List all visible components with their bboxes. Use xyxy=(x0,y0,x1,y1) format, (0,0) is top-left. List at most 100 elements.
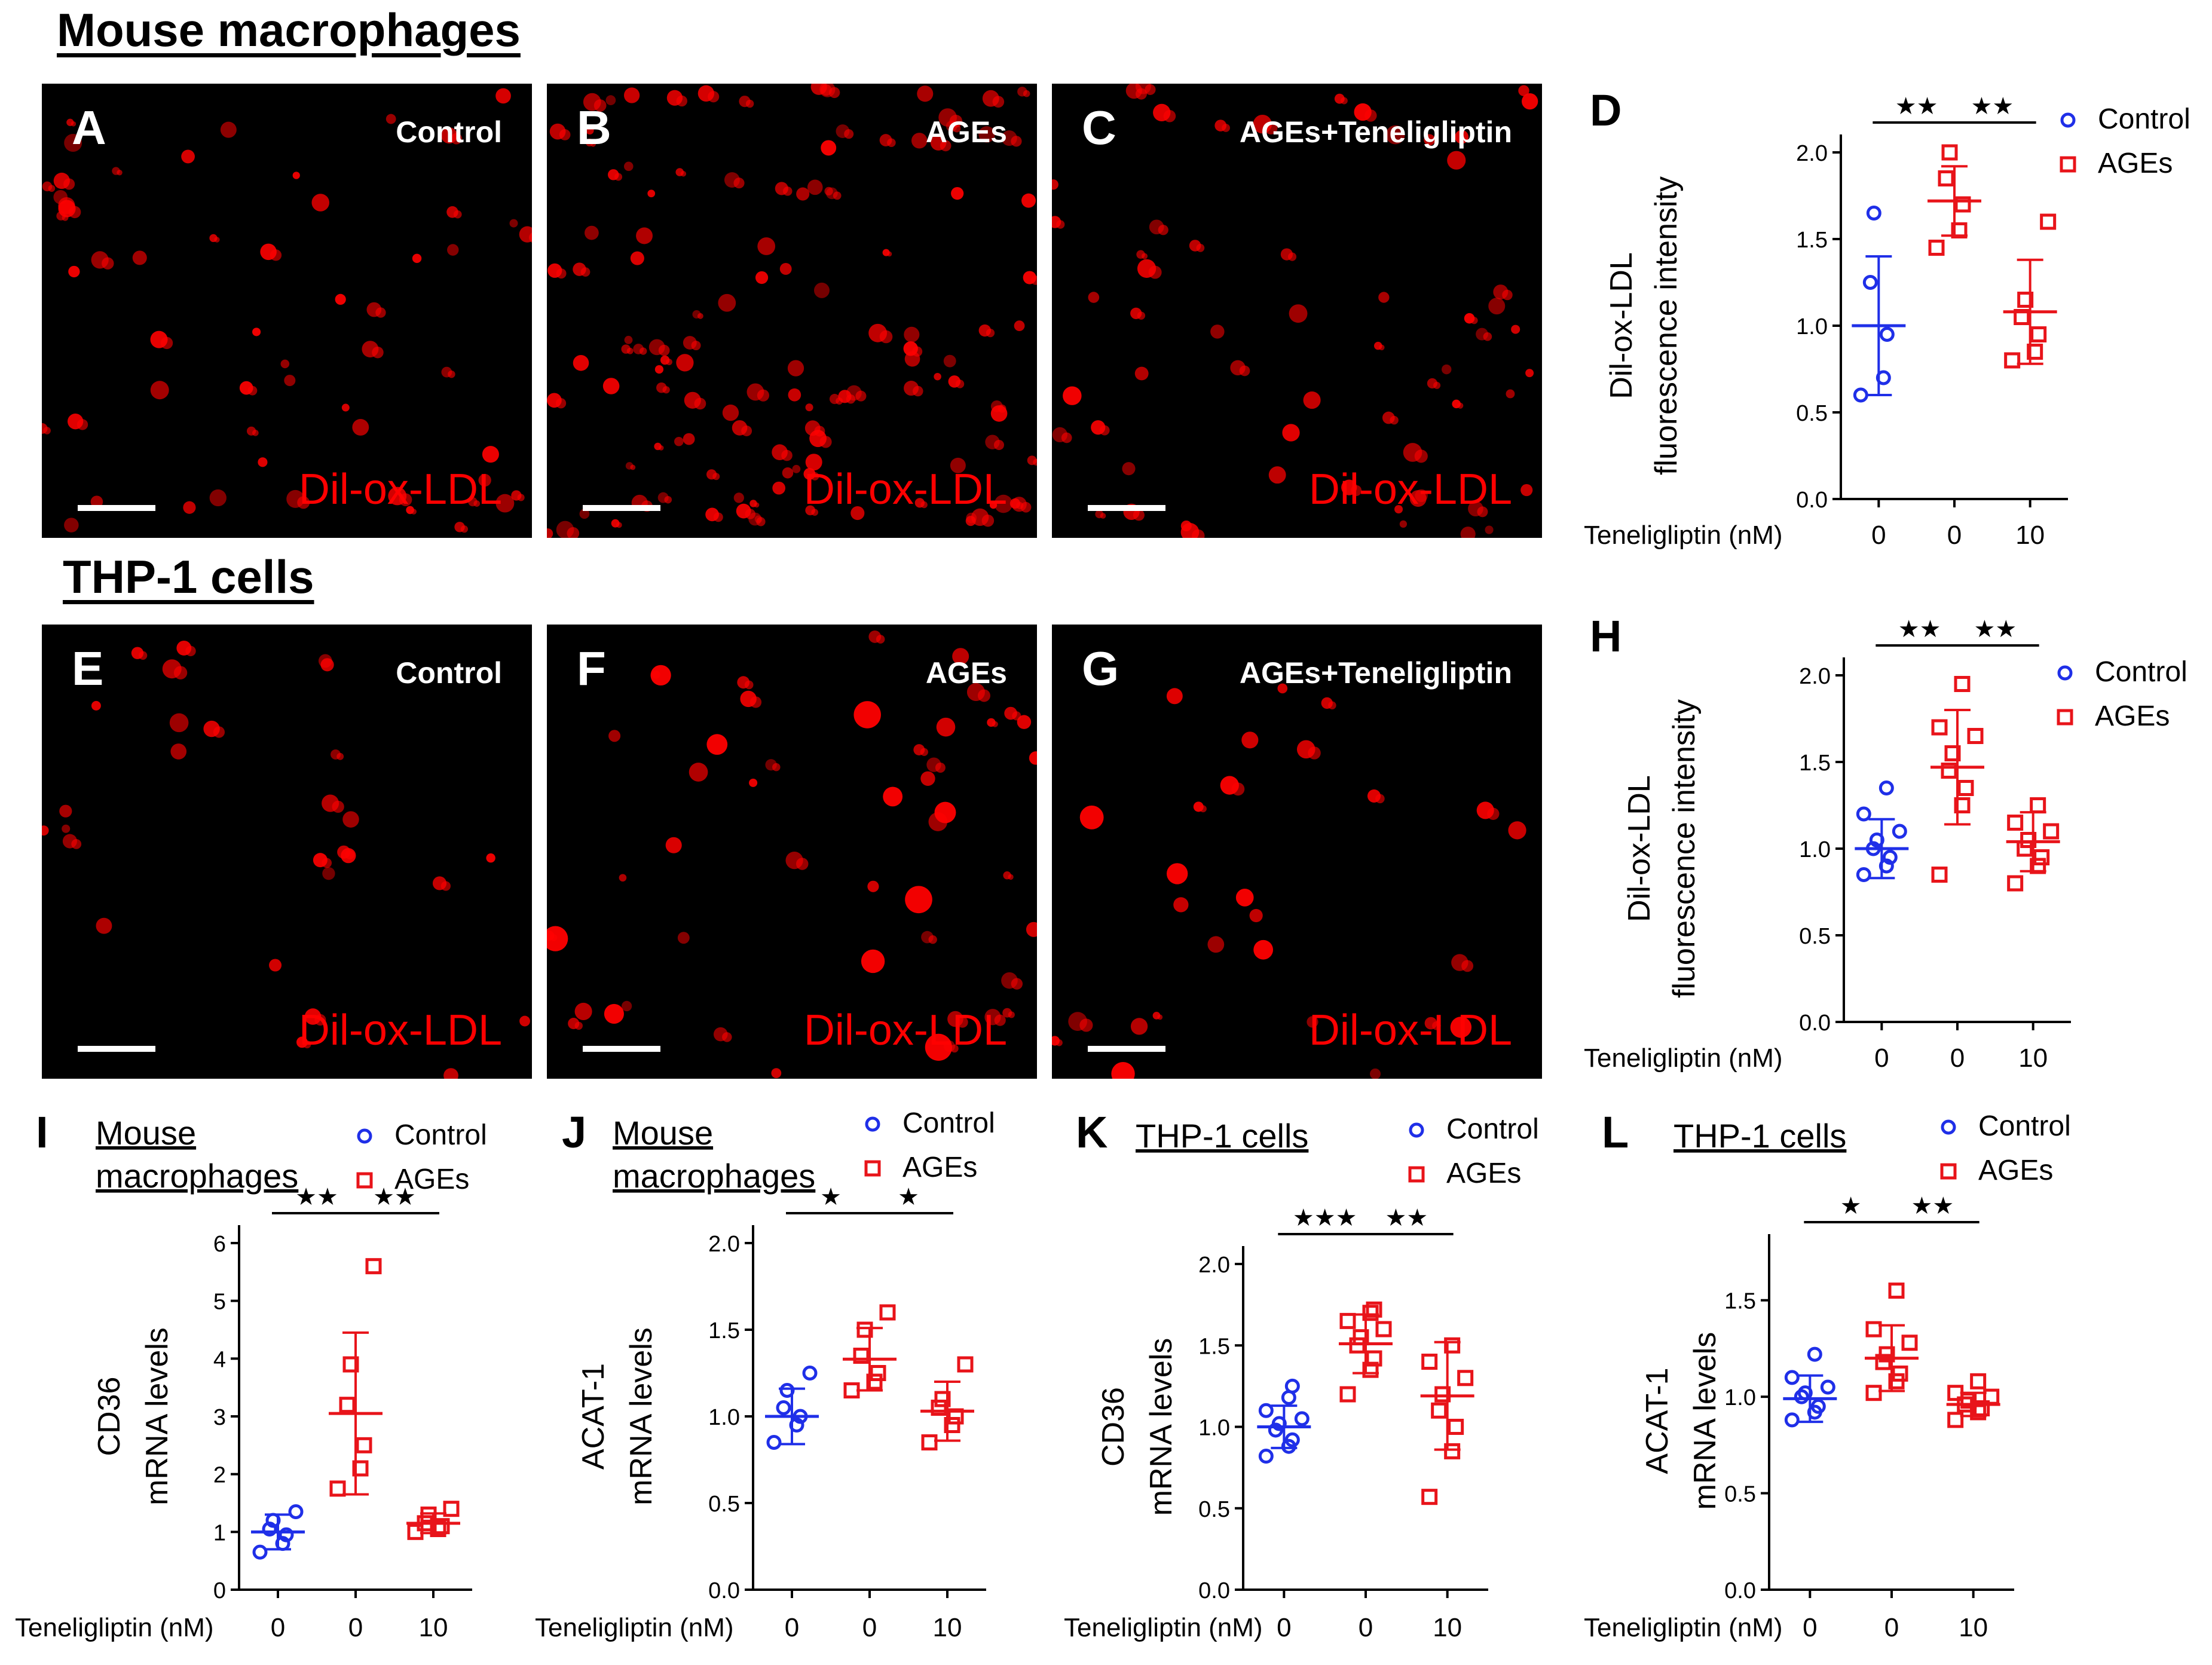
fluorescent-cell xyxy=(341,848,356,864)
significance-stars: ★★ xyxy=(1385,1205,1428,1231)
y-tick-label: 5 xyxy=(213,1290,226,1315)
fluorescent-cell xyxy=(62,214,69,221)
fluorescent-cell xyxy=(509,219,518,228)
fluorescent-cell xyxy=(886,251,892,257)
data-point-control xyxy=(1892,824,1907,839)
data-point-control xyxy=(252,1544,268,1560)
y-tick-label: 1.5 xyxy=(708,1318,740,1343)
significance-stars: ★★ xyxy=(373,1184,416,1210)
y-axis-label: ACAT-1 xyxy=(1640,1367,1675,1474)
fluorescent-cell xyxy=(853,701,881,729)
fluorescent-cell xyxy=(117,170,123,176)
fluorescent-cell xyxy=(665,837,682,853)
fluorescent-cell xyxy=(887,138,896,148)
legend-marker-ages xyxy=(1408,1166,1425,1183)
fluorescent-cell xyxy=(292,172,300,179)
data-point-ages xyxy=(1944,745,1961,761)
fluorescent-cell xyxy=(169,713,189,733)
chart-svg: I Mouse macrophages Control AGEs 0 1 2 3 4 5 6 CD36 m… xyxy=(15,1107,487,1642)
data-point-ages xyxy=(2030,326,2047,342)
fluorescent-cell xyxy=(342,811,359,828)
fluorescent-cell xyxy=(1525,369,1534,378)
chart-panel-h: H Control AGEs 0.0 0.5 1.0 1.5 2.0 Dil-ox-LDL flu… xyxy=(1566,598,2211,1094)
legend-label: AGEs xyxy=(1446,1158,1521,1189)
chart-svg: L THP-1 cells Control AGEs 0.0 0.5 1.0 1.5 ACAT-… xyxy=(1584,1107,2071,1642)
data-point-ages xyxy=(866,1373,883,1390)
fluorescent-cell xyxy=(677,932,690,944)
data-point-ages xyxy=(921,1434,938,1450)
fluorescent-cell xyxy=(706,734,728,755)
data-point-control xyxy=(1784,1412,1800,1428)
y-tick-label: 1.0 xyxy=(1796,314,1828,339)
fluorescent-cell xyxy=(1133,509,1145,521)
data-point-control xyxy=(1876,370,1891,385)
legend-label: AGEs xyxy=(394,1164,469,1195)
legend-marker-ages xyxy=(864,1160,881,1177)
fluorescent-cell xyxy=(1470,317,1478,325)
data-point-ages xyxy=(1954,676,1971,692)
fluorescent-cell xyxy=(311,194,330,212)
data-point-ages xyxy=(931,1400,947,1416)
fluorescent-cell xyxy=(966,512,977,524)
fluorescent-cell xyxy=(1210,325,1225,339)
x-axis-label: Teneligliptin (nM) xyxy=(1584,521,1783,550)
y-axis-label: fluorescence intensity xyxy=(1649,176,1684,475)
fluorescent-cell xyxy=(1375,794,1385,804)
fluorescent-cell xyxy=(1409,490,1427,507)
scale-bar xyxy=(1088,505,1165,511)
fluorescent-cell xyxy=(998,404,1006,413)
fluorescent-cell xyxy=(771,1068,782,1079)
fluorescent-cell xyxy=(757,389,770,402)
fluorescent-cell xyxy=(1166,688,1183,705)
y-tick-label: 1.0 xyxy=(1799,837,1831,862)
fluorescent-cell xyxy=(957,1017,968,1028)
fluorescent-cell xyxy=(694,397,706,410)
y-tick-label: 2.0 xyxy=(1796,141,1828,166)
panel-letter: E xyxy=(72,642,104,695)
data-point-control xyxy=(1869,832,1884,847)
fluorescent-cell xyxy=(1207,936,1225,953)
fluorescent-cell xyxy=(1011,136,1022,147)
fluorescent-cell xyxy=(602,378,620,394)
legend-label: Control xyxy=(902,1107,995,1139)
fluorescent-cell xyxy=(713,512,723,522)
fluorescent-cell xyxy=(792,464,801,473)
fluorescent-cell xyxy=(1414,449,1428,463)
condition-label: AGEs+Teneligliptin xyxy=(1239,115,1512,149)
fluorescent-cell xyxy=(621,1000,632,1012)
fluorescent-cell xyxy=(43,427,51,434)
fluorescent-cell xyxy=(443,1068,458,1079)
legend-marker-control xyxy=(1409,1122,1424,1138)
fluorescent-cell xyxy=(517,494,525,501)
fluorescent-cell xyxy=(1231,782,1245,796)
fluorescent-cell xyxy=(917,85,934,102)
data-point-ages xyxy=(443,1501,460,1517)
data-point-ages xyxy=(1362,1305,1379,1321)
x-tick-label: 10 xyxy=(1433,1613,1462,1642)
fluorescent-cell xyxy=(322,867,335,880)
data-point-ages xyxy=(1941,144,1958,161)
fluorescent-cell xyxy=(855,390,867,402)
fluorescent-cell xyxy=(270,249,282,261)
data-point-ages xyxy=(420,1506,437,1523)
data-point-ages xyxy=(870,1365,886,1381)
fluorescent-cell xyxy=(1394,505,1403,514)
fluorescent-cell xyxy=(412,253,422,264)
fluorescent-cell xyxy=(1061,432,1072,443)
fluorescent-cell xyxy=(779,263,792,275)
fluorescent-cell xyxy=(689,763,708,782)
fluorescent-cell xyxy=(981,514,995,527)
legend-marker-control xyxy=(2060,112,2076,128)
fluorescent-cell xyxy=(955,379,965,388)
fluorescent-cell xyxy=(220,121,237,138)
panel-letter: C xyxy=(1082,101,1116,154)
chart-svg: K THP-1 cells Control AGEs 0.0 0.5 1.0 1.5 2.0 CD… xyxy=(1064,1107,1539,1642)
significance-stars: ★★ xyxy=(1898,616,1941,642)
fluorescent-cell xyxy=(567,527,580,538)
fluorescent-cell xyxy=(824,186,833,196)
data-point-control xyxy=(766,1435,782,1450)
y-tick-label: 3 xyxy=(213,1405,226,1430)
fluorescent-cell xyxy=(783,186,793,196)
fluorescent-cell xyxy=(332,800,344,813)
fluorescent-cell xyxy=(1030,276,1037,285)
